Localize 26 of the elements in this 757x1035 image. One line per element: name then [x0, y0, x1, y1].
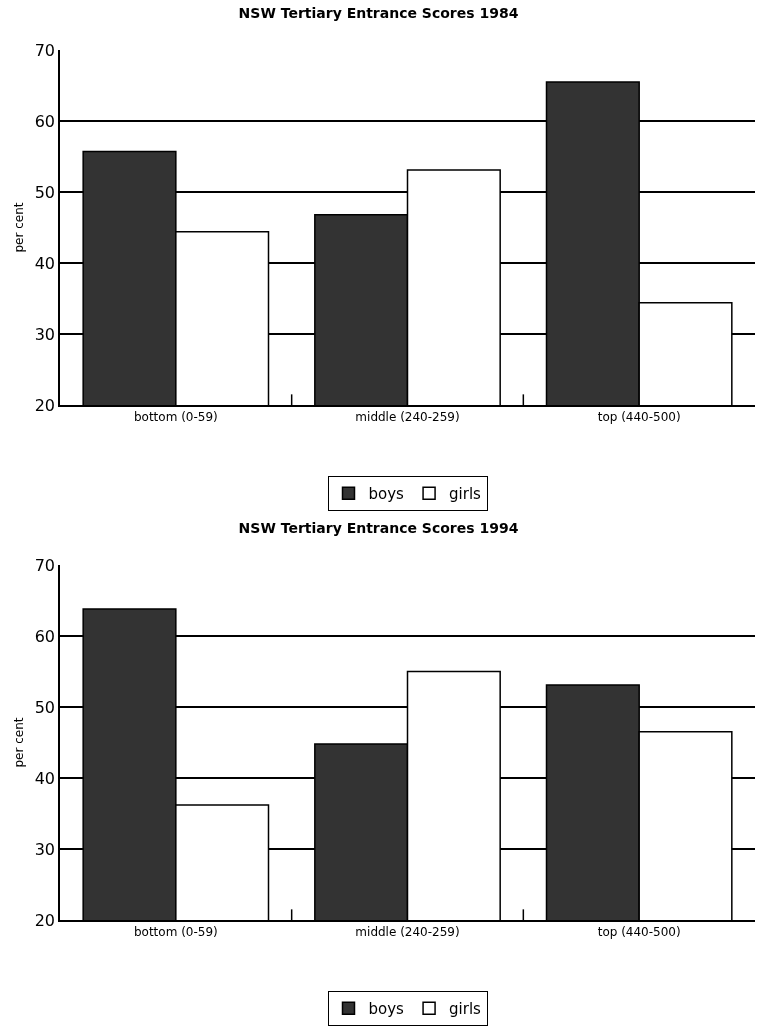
y-tick-label: 60 — [34, 626, 56, 646]
x-tick-label: top (440-500) — [597, 925, 681, 940]
y-axis-title: per cent — [12, 717, 27, 768]
y-tick-label: 30 — [34, 839, 56, 859]
legend-label: boys — [368, 485, 405, 504]
y-tick-label: 40 — [34, 253, 56, 273]
y-tick-label: 70 — [34, 40, 56, 60]
x-tick-label: middle (240-259) — [355, 410, 460, 425]
y-tick-label: 30 — [34, 324, 56, 344]
legend-label: girls — [449, 485, 482, 504]
y-tick-label: 20 — [34, 910, 56, 930]
x-tick-label: bottom (0-59) — [133, 925, 218, 940]
y-tick-label: 70 — [34, 555, 56, 575]
y-tick-label: 60 — [34, 111, 56, 131]
y-tick-label: 50 — [34, 182, 56, 202]
x-tick-label: middle (240-259) — [355, 925, 460, 940]
chart-title: NSW Tertiary Entrance Scores 1994 — [238, 519, 519, 536]
y-tick-label: 40 — [34, 768, 56, 788]
legend-label: girls — [449, 1000, 482, 1019]
y-tick-label: 20 — [34, 395, 56, 415]
legend-label: boys — [368, 1000, 405, 1019]
x-tick-label: top (440-500) — [597, 410, 681, 425]
y-tick-label: 50 — [34, 697, 56, 717]
x-tick-label: bottom (0-59) — [133, 410, 218, 425]
chart-title: NSW Tertiary Entrance Scores 1984 — [238, 4, 519, 21]
y-axis-title: per cent — [12, 202, 27, 253]
